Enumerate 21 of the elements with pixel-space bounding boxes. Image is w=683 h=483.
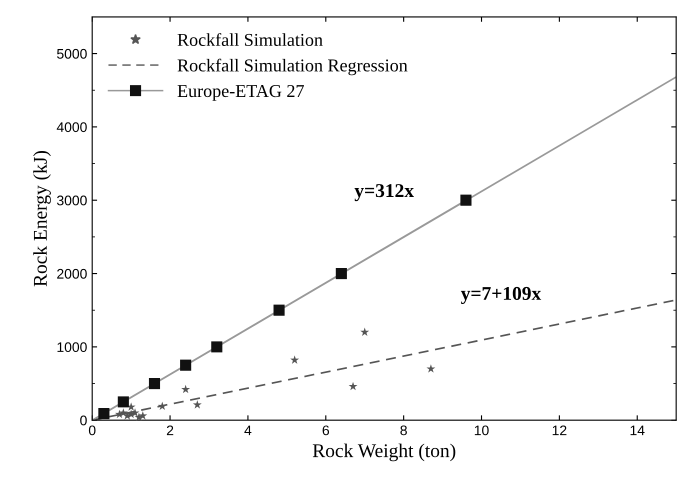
x-tick-label: 12: [552, 425, 566, 436]
annotation: y=7+109x: [460, 286, 542, 304]
annotation: y=312x: [354, 184, 414, 202]
x-tick-label: 14: [630, 426, 645, 436]
x-tick-label: 10: [474, 425, 489, 436]
y-tick-label: 3000: [56, 196, 87, 206]
x-axis-title: Rock Weight (ton): [312, 444, 456, 462]
y-tick-label: 0: [80, 416, 87, 426]
y-tick-label: 5000: [57, 48, 87, 59]
y-tick-label: 4000: [56, 122, 87, 132]
y-axis-title: Rock Energy (kJ): [33, 151, 51, 286]
x-tick-label: 2: [166, 425, 174, 436]
x-tick-label: 6: [322, 425, 330, 436]
x-tick-label: 0: [88, 425, 96, 436]
x-tick-label: 4: [244, 426, 252, 436]
legend-label: Rockfall Simulation Regression: [178, 58, 408, 76]
y-tick-label: 1000: [58, 342, 87, 352]
legend-label: Europe-ETAG 27: [178, 84, 304, 101]
x-tick-label: 8: [400, 425, 407, 436]
legend-label: Rockfall Simulation: [178, 33, 323, 46]
y-tick-label: 2000: [57, 268, 87, 279]
